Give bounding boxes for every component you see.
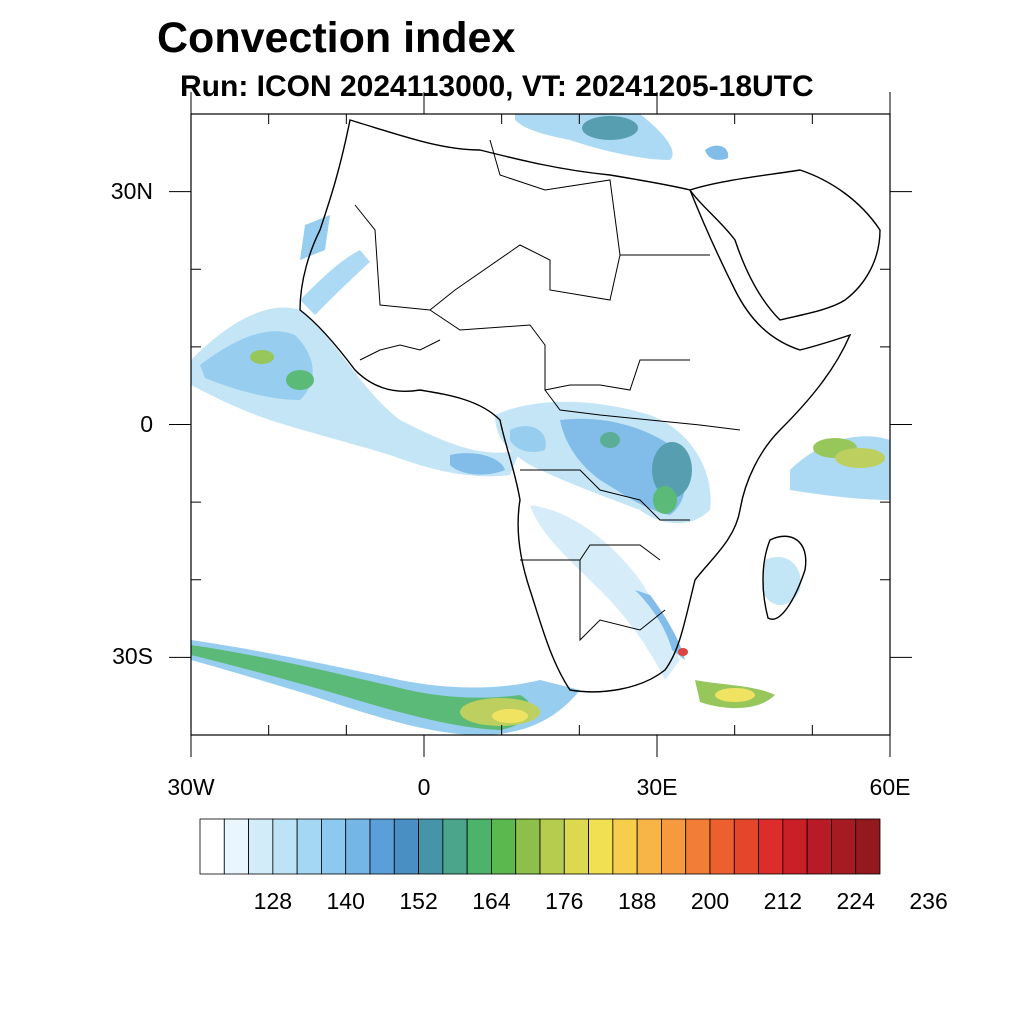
- coastlines: [299, 119, 881, 693]
- colorbar-label: 140: [326, 888, 365, 914]
- convection-shading: [191, 114, 890, 735]
- colorbar-swatch: [588, 818, 614, 875]
- colorbar-swatch: [685, 818, 711, 875]
- colorbar-label: 128: [253, 888, 293, 914]
- colorbar-swatch: [806, 818, 832, 875]
- colorbar-swatch: [515, 818, 541, 875]
- lon-label: 0: [417, 774, 431, 800]
- colorbar-swatch: [636, 818, 662, 875]
- colorbar-swatch: [418, 818, 444, 875]
- colorbar-swatch: [539, 818, 565, 875]
- colorbar-swatch: [296, 818, 322, 875]
- colorbar-label: 224: [836, 888, 875, 914]
- colorbar-swatch: [272, 818, 298, 875]
- lon-label: 30E: [636, 774, 678, 800]
- colorbar: [199, 818, 881, 875]
- colorbar-swatch: [709, 818, 735, 875]
- colorbar-swatch: [661, 818, 687, 875]
- colorbar-label: 164: [472, 888, 511, 914]
- country-borders: [354, 139, 741, 642]
- colorbar-swatch: [321, 818, 347, 875]
- colorbar-swatch: [733, 818, 759, 875]
- colorbar-label: 176: [545, 888, 584, 914]
- colorbar-label: 236: [909, 888, 948, 914]
- colorbar-swatch: [442, 818, 468, 875]
- lon-label: 30W: [167, 774, 215, 800]
- colorbar-swatch: [369, 818, 395, 875]
- colorbar-swatch: [248, 818, 274, 875]
- map-panel: [169, 92, 912, 757]
- colorbar-swatch: [223, 818, 249, 875]
- colorbar-label: 152: [399, 888, 438, 914]
- lat-label: 0: [140, 410, 153, 437]
- lat-label: 30S: [112, 643, 153, 670]
- page-title: Convection index: [157, 14, 516, 62]
- colorbar-swatch: [612, 818, 638, 875]
- colorbar-label: 188: [617, 888, 657, 914]
- page-subtitle: Run: ICON 2024113000, VT: 20241205-18UTC: [180, 70, 814, 103]
- colorbar-label: 200: [690, 888, 730, 914]
- colorbar-swatch: [782, 818, 808, 875]
- colorbar-swatch: [199, 818, 225, 875]
- colorbar-swatch: [393, 818, 419, 875]
- colorbar-label: 212: [763, 888, 803, 914]
- lon-label: 60E: [869, 774, 911, 800]
- colorbar-swatch: [855, 818, 881, 875]
- colorbar-swatch: [758, 818, 784, 875]
- colorbar-swatch: [345, 818, 371, 875]
- colorbar-swatch: [491, 818, 517, 875]
- lat-label: 30N: [110, 177, 153, 204]
- colorbar-swatch: [466, 818, 492, 875]
- map-ticks: [169, 92, 912, 757]
- colorbar-swatch: [563, 818, 589, 875]
- colorbar-swatch: [831, 818, 857, 875]
